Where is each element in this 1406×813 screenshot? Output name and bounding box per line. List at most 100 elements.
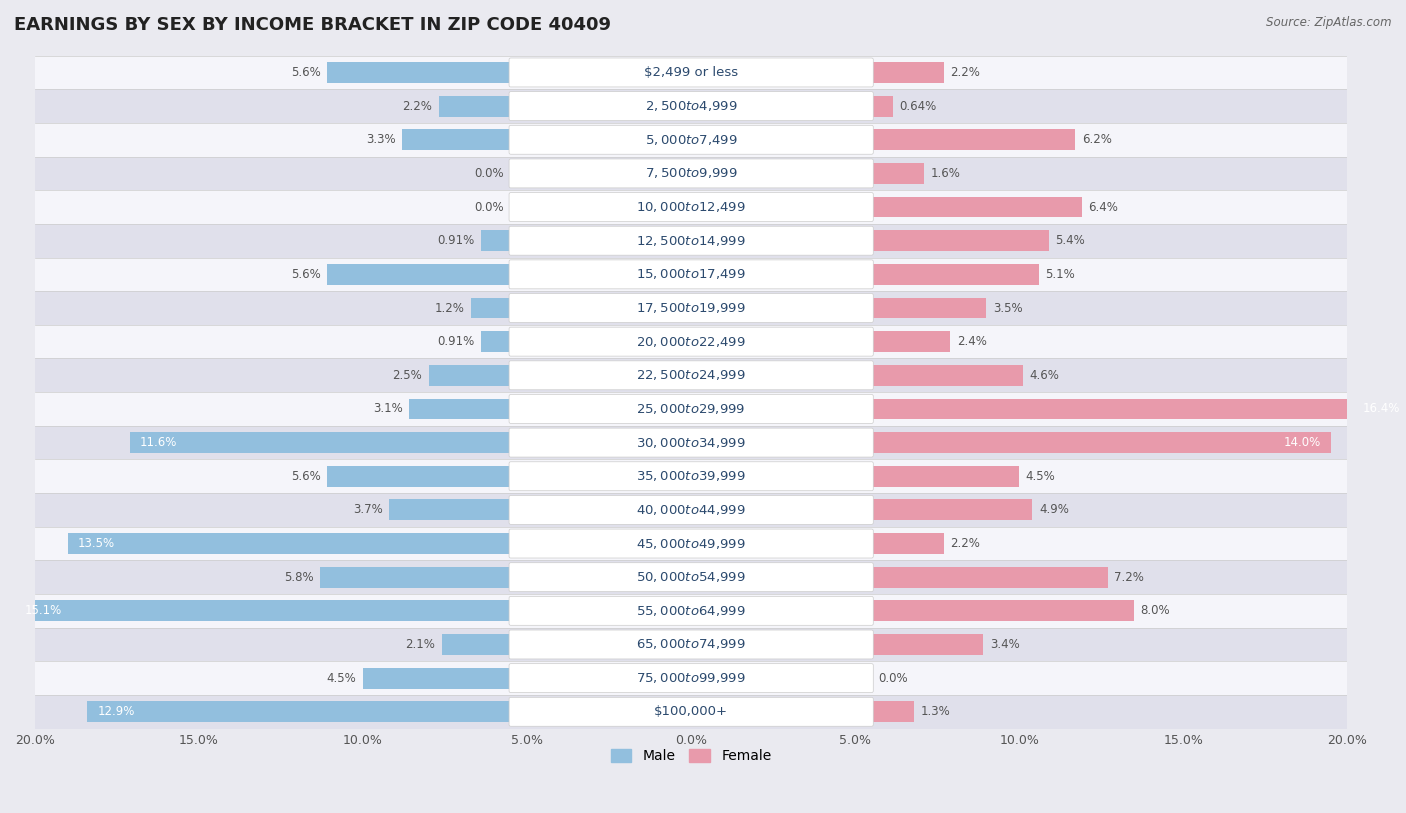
Bar [35, 89, 1347, 123]
Bar [87, 702, 510, 722]
Bar [35, 325, 1347, 359]
Text: 7.2%: 7.2% [1115, 571, 1144, 584]
Text: 6.2%: 6.2% [1081, 133, 1112, 146]
Bar [35, 359, 1347, 392]
Text: $25,000 to $29,999: $25,000 to $29,999 [637, 402, 747, 416]
Text: $50,000 to $54,999: $50,000 to $54,999 [637, 570, 747, 585]
Text: 5.8%: 5.8% [284, 571, 314, 584]
Text: 5.1%: 5.1% [1046, 267, 1076, 280]
Bar [328, 62, 510, 83]
Text: 4.5%: 4.5% [1026, 470, 1056, 483]
Text: 3.4%: 3.4% [990, 638, 1019, 651]
Text: 5.6%: 5.6% [291, 66, 321, 79]
Text: 5.6%: 5.6% [291, 470, 321, 483]
Text: $7,500 to $9,999: $7,500 to $9,999 [645, 167, 738, 180]
FancyBboxPatch shape [509, 563, 873, 592]
Bar [15, 601, 510, 621]
FancyBboxPatch shape [509, 462, 873, 491]
Bar [872, 298, 987, 319]
Bar [35, 594, 1347, 628]
Text: $55,000 to $64,999: $55,000 to $64,999 [637, 604, 747, 618]
FancyBboxPatch shape [509, 394, 873, 424]
Text: 2.4%: 2.4% [957, 335, 987, 348]
Text: $20,000 to $22,499: $20,000 to $22,499 [637, 335, 747, 349]
Bar [481, 331, 510, 352]
Bar [35, 628, 1347, 661]
FancyBboxPatch shape [509, 125, 873, 154]
Bar [67, 533, 510, 554]
Bar [872, 129, 1076, 150]
Bar [872, 499, 1032, 520]
Text: 6.4%: 6.4% [1088, 201, 1118, 214]
Bar [35, 258, 1347, 291]
Text: 0.91%: 0.91% [437, 335, 474, 348]
Bar [872, 264, 1039, 285]
FancyBboxPatch shape [509, 92, 873, 120]
Bar [872, 634, 983, 655]
Text: $35,000 to $39,999: $35,000 to $39,999 [637, 469, 747, 483]
FancyBboxPatch shape [509, 361, 873, 389]
Bar [872, 601, 1135, 621]
Text: 3.3%: 3.3% [366, 133, 396, 146]
Text: $5,000 to $7,499: $5,000 to $7,499 [645, 133, 738, 147]
Text: 5.6%: 5.6% [291, 267, 321, 280]
Text: 16.4%: 16.4% [1362, 402, 1400, 415]
Bar [481, 230, 510, 251]
Bar [35, 55, 1347, 89]
Text: Source: ZipAtlas.com: Source: ZipAtlas.com [1267, 16, 1392, 29]
Text: 0.0%: 0.0% [474, 201, 505, 214]
Text: $22,500 to $24,999: $22,500 to $24,999 [637, 368, 747, 382]
FancyBboxPatch shape [509, 327, 873, 356]
Bar [35, 157, 1347, 190]
FancyBboxPatch shape [509, 260, 873, 289]
Text: 3.1%: 3.1% [373, 402, 402, 415]
Bar [872, 197, 1081, 218]
Text: 0.64%: 0.64% [900, 100, 936, 113]
Text: $2,500 to $4,999: $2,500 to $4,999 [645, 99, 738, 113]
Bar [35, 224, 1347, 258]
Bar [441, 634, 510, 655]
Legend: Male, Female: Male, Female [605, 744, 778, 769]
Text: 3.7%: 3.7% [353, 503, 382, 516]
Bar [872, 230, 1049, 251]
Bar [131, 433, 510, 453]
Bar [328, 264, 510, 285]
Text: $17,500 to $19,999: $17,500 to $19,999 [637, 301, 747, 315]
Bar [872, 331, 950, 352]
Bar [439, 96, 510, 116]
Text: EARNINGS BY SEX BY INCOME BRACKET IN ZIP CODE 40409: EARNINGS BY SEX BY INCOME BRACKET IN ZIP… [14, 16, 612, 34]
Text: 15.1%: 15.1% [25, 604, 62, 617]
Bar [872, 96, 893, 116]
Text: $75,000 to $99,999: $75,000 to $99,999 [637, 672, 747, 685]
Text: 1.3%: 1.3% [921, 706, 950, 718]
Bar [363, 667, 510, 689]
Text: 2.2%: 2.2% [950, 66, 980, 79]
Bar [872, 466, 1019, 487]
Text: 11.6%: 11.6% [141, 436, 177, 449]
FancyBboxPatch shape [509, 293, 873, 323]
Bar [389, 499, 510, 520]
FancyBboxPatch shape [509, 630, 873, 659]
Bar [35, 695, 1347, 728]
Text: 3.5%: 3.5% [993, 302, 1022, 315]
FancyBboxPatch shape [509, 58, 873, 87]
Text: 5.4%: 5.4% [1056, 234, 1085, 247]
Bar [328, 466, 510, 487]
Bar [872, 398, 1406, 420]
Text: 4.5%: 4.5% [326, 672, 357, 685]
Bar [35, 291, 1347, 325]
FancyBboxPatch shape [509, 428, 873, 457]
Text: $10,000 to $12,499: $10,000 to $12,499 [637, 200, 747, 214]
Bar [872, 62, 943, 83]
Text: $100,000+: $100,000+ [654, 706, 728, 718]
Bar [321, 567, 510, 588]
Text: 2.5%: 2.5% [392, 369, 422, 382]
FancyBboxPatch shape [509, 698, 873, 726]
Bar [35, 493, 1347, 527]
Bar [35, 527, 1347, 560]
Bar [872, 163, 924, 184]
Text: $15,000 to $17,499: $15,000 to $17,499 [637, 267, 747, 281]
Text: 8.0%: 8.0% [1140, 604, 1170, 617]
Text: 2.1%: 2.1% [405, 638, 436, 651]
Bar [409, 398, 510, 420]
